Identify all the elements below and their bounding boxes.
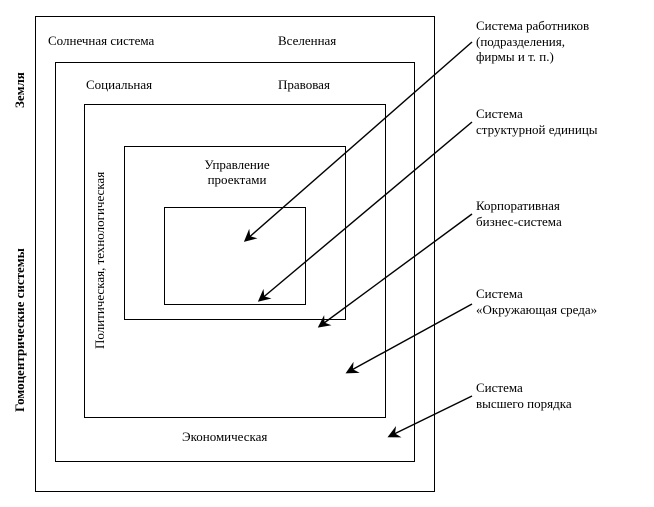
- vlabel-homo: Гомоцентрические системы: [12, 200, 28, 460]
- label-ring4-left: Социальная: [86, 78, 152, 93]
- label-outer-left: Солнечная система: [48, 34, 154, 49]
- label-ring3-bottom: Экономическая: [182, 430, 267, 445]
- vlabel-ring3-left: Политическая, технологическая: [92, 120, 108, 400]
- label-ring4-right: Правовая: [278, 78, 330, 93]
- legend-0: Система работников (подразделения, фирмы…: [476, 18, 589, 65]
- label-outer-right: Вселенная: [278, 34, 336, 49]
- label-center: Управление проектами: [192, 158, 282, 188]
- vlabel-zemlya: Земля: [12, 40, 28, 140]
- legend-3: Система «Окружающая среда»: [476, 286, 597, 317]
- diagram-canvas: { "diagram": { "type": "nested-boxes", "…: [0, 0, 654, 507]
- legend-1: Система структурной единицы: [476, 106, 598, 137]
- box-center: [164, 207, 306, 305]
- legend-4: Система высшего порядка: [476, 380, 572, 411]
- legend-2: Корпоративная бизнес-система: [476, 198, 562, 229]
